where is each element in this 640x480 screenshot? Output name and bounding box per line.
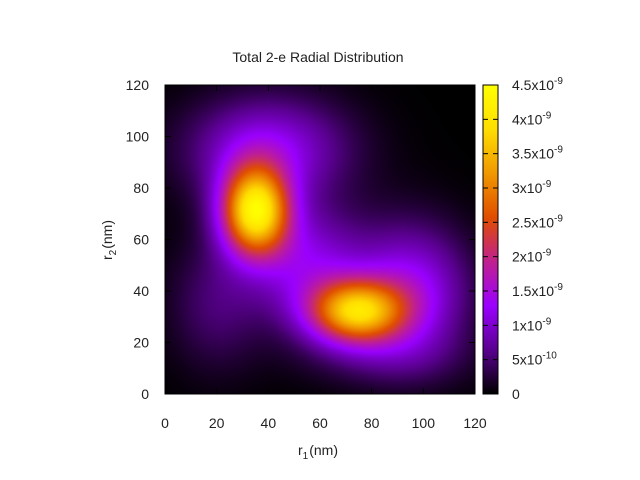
colorbar-tick-label: 0 xyxy=(512,386,520,402)
x-axis-label-sub: 1 xyxy=(303,451,309,462)
y-tick-label: 80 xyxy=(133,180,149,196)
colorbar-tick-mantissa: 5x10 xyxy=(512,352,543,368)
x-tick-label: 100 xyxy=(412,415,436,431)
x-tick-label: 120 xyxy=(463,415,487,431)
colorbar-tick-mantissa: 1x10 xyxy=(512,317,543,333)
colorbar-tick-exponent: -9 xyxy=(542,248,551,259)
colorbar-tick-label: 3.5x10-9 xyxy=(512,145,563,162)
y-tick-label: 0 xyxy=(141,386,149,402)
colorbar-tick-exponent: -9 xyxy=(554,145,563,156)
y-tick-label: 40 xyxy=(133,283,149,299)
colorbar-tick-mantissa: 1.5x10 xyxy=(512,283,554,299)
colorbar-tick-mantissa: 2x10 xyxy=(512,249,543,265)
colorbar-tick-mantissa: 4x10 xyxy=(512,111,543,127)
y-axis-ticks: 0 20 40 60 80 100 120 xyxy=(126,77,475,402)
colorbar-tick-label: 1x10-9 xyxy=(512,316,552,333)
colorbar-gradient xyxy=(482,84,499,395)
y-axis-label-sub: 2 xyxy=(108,249,119,255)
colorbar-tick-mantissa: 0 xyxy=(512,386,520,402)
y-tick-label: 120 xyxy=(126,77,150,93)
colorbar-tick-mantissa: 2.5x10 xyxy=(512,214,554,230)
colorbar-tick-label: 4.5x10-9 xyxy=(512,76,563,93)
x-axis-label-unit: (nm) xyxy=(309,442,338,458)
colorbar-tick-exponent: -9 xyxy=(542,110,551,121)
colorbar-tick-mantissa: 3x10 xyxy=(512,180,543,196)
x-tick-label: 40 xyxy=(261,415,277,431)
colorbar-tick-exponent: -9 xyxy=(554,76,563,87)
colorbar-tick-exponent: -9 xyxy=(542,316,551,327)
x-axis-label-base: r xyxy=(298,442,303,458)
colorbar-tick-mantissa: 4.5x10 xyxy=(512,77,554,93)
colorbar-tick-label: 2x10-9 xyxy=(512,248,552,265)
colorbar-tick-label: 5x10-10 xyxy=(512,351,557,368)
colorbar-tick-exponent: -10 xyxy=(542,351,557,362)
y-axis-label: r2(nm) xyxy=(99,220,119,260)
colorbar: 05x10-101x10-91.5x10-92x10-92.5x10-93x10… xyxy=(482,76,563,402)
chart-title: Total 2-e Radial Distribution xyxy=(232,49,403,65)
x-axis-ticks: 0 20 40 60 80 100 120 xyxy=(161,85,487,431)
x-tick-label: 20 xyxy=(209,415,225,431)
y-axis-label-base: r xyxy=(99,255,115,260)
y-tick-label: 100 xyxy=(126,129,150,145)
heatmap-image xyxy=(165,85,475,394)
colorbar-tick-label: 1.5x10-9 xyxy=(512,282,563,299)
colorbar-tick-label: 3x10-9 xyxy=(512,179,552,196)
colorbar-tick-exponent: -9 xyxy=(554,282,563,293)
y-tick-label: 60 xyxy=(133,232,149,248)
colorbar-tick-exponent: -9 xyxy=(554,213,563,224)
x-axis-label: r1(nm) xyxy=(298,442,338,462)
heatmap-plot-area xyxy=(164,84,476,395)
x-tick-label: 60 xyxy=(312,415,328,431)
colorbar-tick-label: 4x10-9 xyxy=(512,110,552,127)
y-axis-label-unit: (nm) xyxy=(99,220,115,249)
colorbar-tick-label: 2.5x10-9 xyxy=(512,213,563,230)
colorbar-tick-mantissa: 3.5x10 xyxy=(512,146,554,162)
colorbar-ticks: 05x10-101x10-91.5x10-92x10-92.5x10-93x10… xyxy=(483,76,563,402)
colorbar-tick-exponent: -9 xyxy=(542,179,551,190)
y-tick-label: 20 xyxy=(133,335,149,351)
x-tick-label: 0 xyxy=(161,415,169,431)
x-tick-label: 80 xyxy=(364,415,380,431)
